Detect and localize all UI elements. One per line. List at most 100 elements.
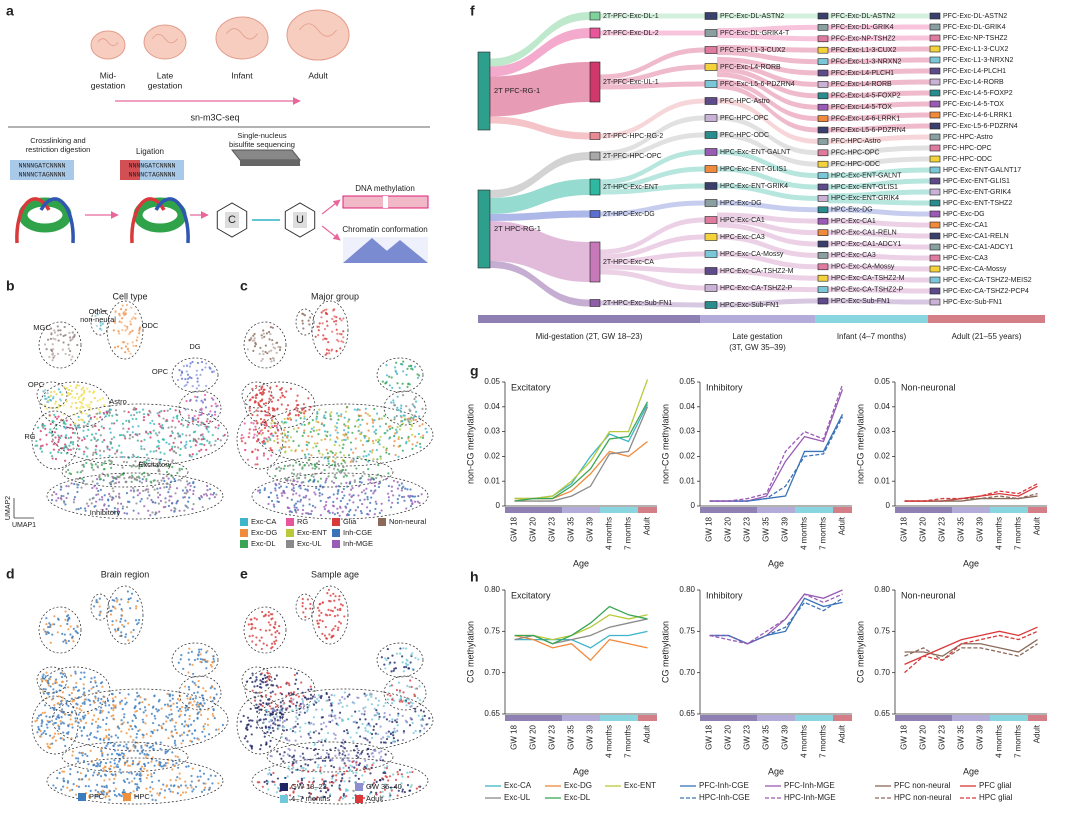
cell-dot bbox=[44, 397, 47, 400]
cell-dot bbox=[57, 451, 60, 454]
cell-dot bbox=[153, 422, 156, 426]
cell-dot bbox=[108, 410, 111, 413]
y-tick-label: 0.75 bbox=[679, 626, 695, 635]
cell-dot bbox=[149, 422, 152, 425]
cell-dot bbox=[274, 713, 278, 716]
cell-dot bbox=[297, 444, 300, 447]
cell-dot bbox=[193, 737, 196, 740]
sequence: NNNNCTAGNNNN bbox=[129, 172, 176, 179]
cell-dot bbox=[282, 445, 285, 449]
cell-dot bbox=[395, 414, 398, 418]
cell-dot bbox=[364, 412, 367, 415]
cell-dot bbox=[359, 439, 362, 442]
cell-dot bbox=[382, 705, 385, 708]
cell-dot bbox=[413, 694, 417, 698]
cell-dot bbox=[271, 343, 274, 346]
cell-dot bbox=[120, 730, 123, 733]
cell-dot bbox=[143, 764, 147, 768]
cell-dot bbox=[178, 707, 182, 710]
cell-dot bbox=[309, 602, 312, 606]
cell-dot bbox=[308, 503, 311, 506]
cell-dot bbox=[367, 698, 370, 701]
cell-dot bbox=[67, 388, 71, 392]
cell-dot bbox=[70, 405, 73, 408]
cell-dot bbox=[129, 352, 132, 355]
cell-dot bbox=[170, 784, 173, 787]
cell-dot bbox=[81, 477, 84, 480]
sequence-box bbox=[10, 160, 74, 180]
cell-dot bbox=[309, 792, 312, 795]
cell-dot bbox=[306, 758, 309, 761]
annotation: Astro bbox=[109, 397, 127, 406]
cell-dot bbox=[353, 480, 356, 484]
cell-dot bbox=[144, 722, 147, 725]
cell-dot bbox=[310, 435, 314, 438]
cell-dot bbox=[250, 336, 253, 339]
cell-dot bbox=[386, 647, 389, 651]
cell-dot bbox=[340, 470, 343, 473]
cell-dot bbox=[143, 475, 146, 478]
cell-dot bbox=[117, 760, 121, 763]
panel-title: Sample age bbox=[311, 569, 359, 579]
cell-dot bbox=[355, 467, 358, 470]
cell-dot bbox=[120, 502, 123, 505]
cell-dot bbox=[320, 728, 323, 731]
age-bar bbox=[738, 507, 757, 513]
cell-dot bbox=[158, 792, 162, 795]
cell-dot bbox=[298, 713, 301, 716]
node-label: PFC-HPC-ODC bbox=[943, 156, 992, 163]
cell-dot bbox=[343, 615, 346, 618]
cell-dot bbox=[106, 447, 109, 450]
cell-dot bbox=[120, 723, 123, 726]
out-arrow bbox=[321, 199, 341, 215]
cell-dot bbox=[40, 450, 44, 453]
x-tick-label: GW 35 bbox=[957, 724, 966, 749]
cell-dot bbox=[179, 447, 182, 451]
cell-dot bbox=[264, 680, 267, 684]
cell-dot bbox=[183, 509, 186, 512]
cell-dot bbox=[46, 742, 49, 746]
cell-dot bbox=[336, 724, 340, 727]
cell-dot bbox=[403, 499, 406, 502]
cell-dot bbox=[273, 642, 277, 645]
cell-dot bbox=[414, 395, 417, 399]
cell-dot bbox=[318, 614, 321, 617]
cell-dot bbox=[151, 744, 155, 747]
cell-dot bbox=[364, 694, 367, 698]
flow bbox=[600, 166, 705, 190]
cell-dot bbox=[81, 481, 84, 484]
cell-dot bbox=[369, 450, 372, 453]
cell-dot bbox=[193, 658, 197, 662]
cell-dot bbox=[127, 764, 130, 767]
node-label: PFC-HPC-ODC bbox=[831, 161, 880, 168]
flow bbox=[717, 62, 818, 87]
x-tick-label: GW 20 bbox=[919, 516, 928, 541]
cell-dot bbox=[403, 791, 406, 794]
stage-label: Late bbox=[157, 70, 174, 80]
cell-dot bbox=[249, 676, 252, 680]
cell-dot bbox=[132, 408, 135, 411]
y-axis-label: non-CG methylation bbox=[660, 404, 670, 484]
cell-dot bbox=[196, 380, 199, 383]
cell-dot bbox=[136, 599, 139, 603]
cell-dot bbox=[293, 504, 296, 507]
cell-dot bbox=[329, 600, 332, 603]
cell-dot bbox=[368, 414, 371, 417]
cell-dot bbox=[302, 313, 305, 316]
cell-dot bbox=[96, 438, 99, 441]
cell-dot bbox=[109, 495, 112, 498]
cell-dot bbox=[268, 338, 271, 341]
cell-dot bbox=[315, 708, 318, 711]
flow bbox=[828, 207, 930, 217]
cell-dot bbox=[397, 789, 400, 792]
legend-label: Exc-UL bbox=[504, 793, 531, 802]
cell-dot bbox=[343, 772, 346, 775]
cell-dot bbox=[251, 623, 254, 626]
cell-dot bbox=[176, 499, 179, 502]
cell-dot bbox=[369, 785, 372, 788]
cell-dot bbox=[163, 452, 166, 455]
cell-dot bbox=[102, 320, 105, 323]
cell-dot bbox=[162, 765, 165, 768]
age-bar bbox=[600, 507, 619, 513]
cell-dot bbox=[221, 723, 224, 727]
